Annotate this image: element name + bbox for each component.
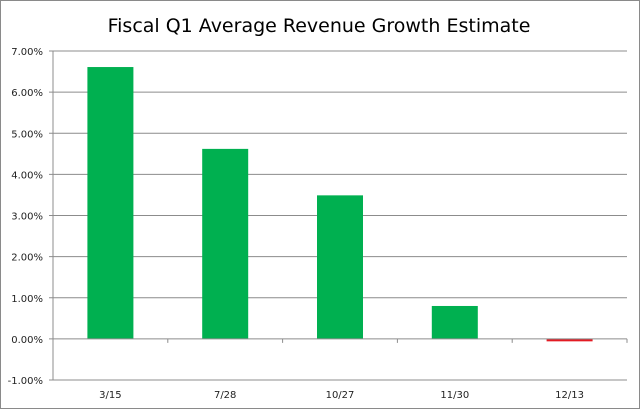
y-tick-label: -1.00% [8, 376, 43, 387]
bar-12-13 [546, 338, 593, 342]
y-tick-label: 6.00% [11, 88, 43, 99]
bar-10-27 [317, 195, 363, 339]
bar-11-30 [431, 305, 478, 339]
bar-7-28 [202, 148, 249, 339]
chart-title: Fiscal Q1 Average Revenue Growth Estimat… [108, 15, 531, 37]
x-tick-label: 11/30 [440, 390, 469, 401]
x-tick-label: 12/13 [555, 390, 584, 401]
x-tick-label: 7/28 [214, 390, 236, 401]
y-tick-label: 7.00% [11, 47, 43, 58]
y-tick-label: 3.00% [11, 212, 43, 223]
y-tick-label: 2.00% [11, 253, 43, 264]
y-tick-label: 1.00% [11, 294, 43, 305]
y-tick-label: 4.00% [11, 170, 43, 181]
x-tick-label: 10/27 [326, 390, 355, 401]
x-tick-label: 3/15 [99, 390, 121, 401]
bar-3-15 [87, 67, 134, 339]
y-tick-label: 0.00% [11, 335, 43, 346]
y-tick-label: 5.00% [11, 129, 43, 140]
